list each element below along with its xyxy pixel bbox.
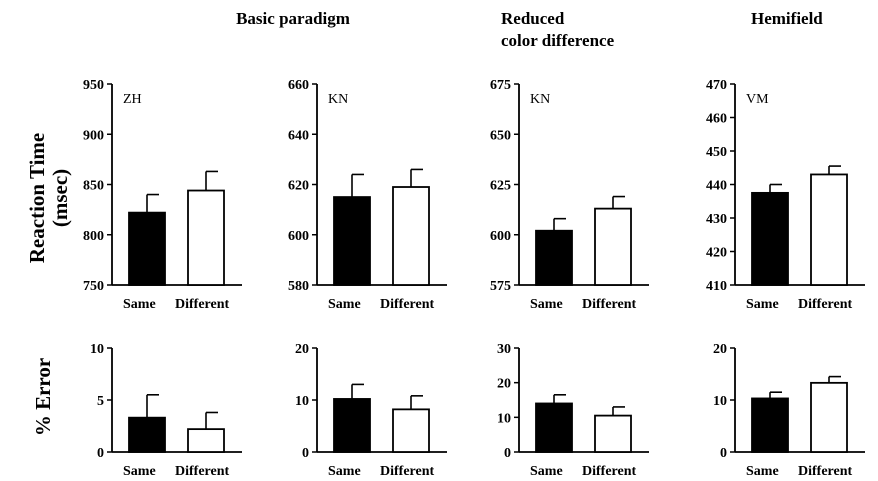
bar-same bbox=[128, 416, 166, 453]
bar-same bbox=[751, 191, 789, 286]
category-label-different: Different bbox=[175, 297, 229, 312]
y-tick-label: 470 bbox=[706, 78, 727, 93]
y-tick-label: 440 bbox=[706, 179, 727, 194]
category-label-same: Same bbox=[746, 297, 779, 312]
bar-different bbox=[594, 207, 632, 286]
category-label-same: Same bbox=[123, 464, 156, 479]
y-tick-label: 640 bbox=[288, 128, 309, 143]
y-tick-label: 0 bbox=[720, 446, 727, 461]
bar-different bbox=[187, 189, 225, 286]
row-label-error: % Error bbox=[31, 358, 55, 436]
panel-rt-kn2: 575 600 625 650 675 KN Same Different bbox=[490, 78, 649, 312]
y-tick-label: 10 bbox=[713, 394, 727, 409]
panel-err-kn2: 0 10 20 30 Same Different bbox=[497, 342, 649, 479]
header-reduced-line2: color difference bbox=[501, 31, 615, 50]
category-label-same: Same bbox=[530, 464, 563, 479]
y-tick-label: 625 bbox=[490, 179, 511, 194]
y-tick-label: 850 bbox=[83, 179, 104, 194]
panel-label: KN bbox=[530, 92, 550, 107]
panel-err-kn1: 0 10 20 Same Different bbox=[295, 342, 447, 479]
y-tick-label: 580 bbox=[288, 279, 309, 294]
panel-err-zh: 0 5 10 Same Different bbox=[90, 342, 242, 479]
category-label-same: Same bbox=[123, 297, 156, 312]
y-tick-label: 0 bbox=[302, 446, 309, 461]
y-tick-label: 20 bbox=[713, 342, 727, 357]
y-tick-label: 950 bbox=[83, 78, 104, 93]
y-tick-label: 650 bbox=[490, 128, 511, 143]
panel-rt-kn1: 580 600 620 640 660 KN Same Different bbox=[288, 78, 447, 312]
y-tick-label: 460 bbox=[706, 112, 727, 127]
header-basic-paradigm: Basic paradigm bbox=[236, 9, 350, 28]
y-tick-label: 750 bbox=[83, 279, 104, 294]
category-label-same: Same bbox=[530, 297, 563, 312]
panel-label: VM bbox=[746, 92, 769, 107]
bar-different bbox=[594, 414, 632, 453]
panel-rt-zh: 750 800 850 900 950 ZH Same Different bbox=[83, 78, 242, 312]
bar-same bbox=[751, 397, 789, 453]
y-tick-label: 420 bbox=[706, 246, 727, 261]
row-label-reaction-time: Reaction Time bbox=[25, 133, 49, 263]
panel-rt-vm: 410 420 430 440 450 460 470 VM Same Different bbox=[706, 78, 865, 312]
category-label-different: Different bbox=[380, 297, 434, 312]
bar-different bbox=[810, 173, 848, 286]
category-label-different: Different bbox=[798, 297, 852, 312]
header-hemifield: Hemifield bbox=[751, 9, 823, 28]
category-label-different: Different bbox=[582, 464, 636, 479]
bar-different bbox=[810, 381, 848, 453]
panel-label: KN bbox=[328, 92, 348, 107]
y-tick-label: 600 bbox=[490, 229, 511, 244]
bar-same bbox=[128, 211, 166, 286]
y-tick-label: 20 bbox=[497, 377, 511, 392]
y-tick-label: 660 bbox=[288, 78, 309, 93]
bar-different bbox=[187, 428, 225, 453]
y-tick-label: 0 bbox=[97, 446, 104, 461]
y-tick-label: 10 bbox=[90, 342, 104, 357]
category-label-different: Different bbox=[175, 464, 229, 479]
y-tick-label: 620 bbox=[288, 179, 309, 194]
y-tick-label: 600 bbox=[288, 229, 309, 244]
y-tick-label: 5 bbox=[97, 394, 104, 409]
category-label-same: Same bbox=[746, 464, 779, 479]
y-tick-label: 450 bbox=[706, 145, 727, 160]
y-tick-label: 0 bbox=[504, 446, 511, 461]
panel-label: ZH bbox=[123, 92, 142, 107]
bar-same bbox=[535, 402, 573, 453]
category-label-different: Different bbox=[380, 464, 434, 479]
y-tick-label: 10 bbox=[497, 411, 511, 426]
y-tick-label: 30 bbox=[497, 342, 511, 357]
bar-different bbox=[392, 408, 430, 453]
y-tick-label: 675 bbox=[490, 78, 511, 93]
y-tick-label: 410 bbox=[706, 279, 727, 294]
y-tick-label: 900 bbox=[83, 128, 104, 143]
category-label-same: Same bbox=[328, 464, 361, 479]
y-tick-label: 20 bbox=[295, 342, 309, 357]
y-tick-label: 575 bbox=[490, 279, 511, 294]
category-label-different: Different bbox=[798, 464, 852, 479]
bar-same bbox=[333, 398, 371, 453]
bar-same bbox=[535, 229, 573, 286]
panel-err-vm: 0 10 20 Same Different bbox=[713, 342, 865, 479]
bar-different bbox=[392, 186, 430, 286]
category-label-same: Same bbox=[328, 297, 361, 312]
bar-same bbox=[333, 196, 371, 286]
header-reduced-line1: Reduced bbox=[501, 9, 565, 28]
y-tick-label: 430 bbox=[706, 212, 727, 227]
y-tick-label: 10 bbox=[295, 394, 309, 409]
row-label-msec: (msec) bbox=[48, 169, 72, 227]
category-label-different: Different bbox=[582, 297, 636, 312]
y-tick-label: 800 bbox=[83, 229, 104, 244]
